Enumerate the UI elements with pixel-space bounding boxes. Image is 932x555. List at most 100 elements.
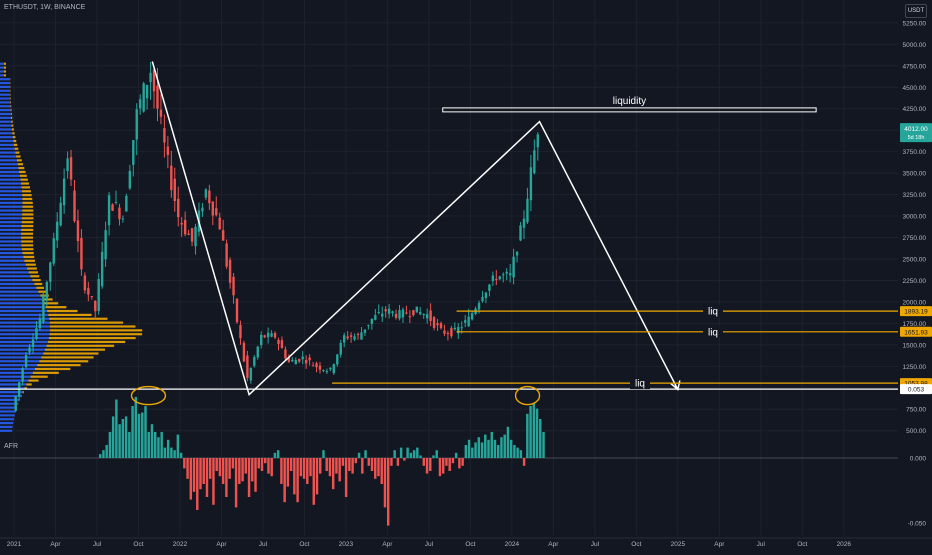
candle-body <box>236 299 238 322</box>
volume-profile-bar-orange <box>14 144 17 146</box>
candle-body <box>295 360 297 364</box>
volume-profile-bar-orange <box>21 229 33 231</box>
afr-bar <box>332 458 334 489</box>
afr-bar <box>303 458 305 479</box>
volume-profile-bar-orange <box>46 306 67 308</box>
volume-profile-bar-blue <box>0 260 24 262</box>
candle-body <box>260 335 262 345</box>
volume-profile-bar-orange <box>4 63 6 65</box>
volume-profile-bar-orange <box>45 349 105 351</box>
candle-body <box>329 368 331 370</box>
volume-profile-bar-orange <box>21 233 33 235</box>
afr-bar <box>342 458 344 466</box>
volume-profile-bar-orange <box>34 283 42 285</box>
volume-profile-bar-blue <box>0 426 13 428</box>
volume-profile-bar-blue <box>0 121 11 123</box>
volume-profile-bar-blue <box>0 97 10 99</box>
volume-profile-bar-blue <box>0 90 10 92</box>
afr-bar <box>494 440 496 458</box>
volume-profile-bar-orange <box>50 333 143 335</box>
volume-profile-bar-orange <box>41 356 93 358</box>
afr-bar <box>491 432 493 458</box>
afr-bar <box>235 458 237 507</box>
volume-profile-bar-orange <box>10 97 11 99</box>
volume-profile-bar-blue <box>0 233 21 235</box>
x-tick-label: 2023 <box>339 541 354 548</box>
volume-profile-bar-orange <box>22 194 31 196</box>
candle-body <box>512 257 514 278</box>
candle-body <box>53 238 55 263</box>
volume-profile-bar-blue <box>0 240 21 242</box>
x-tick-label: Jul <box>591 541 600 548</box>
candle-body <box>184 220 186 234</box>
afr-bar <box>225 458 227 497</box>
volume-profile-bar-orange <box>4 67 6 69</box>
candle-body <box>312 365 314 366</box>
candle-body <box>353 336 355 339</box>
volume-profile-bar-blue <box>0 395 21 397</box>
volume-profile-bar-blue <box>0 186 22 188</box>
volume-profile-bar-blue <box>0 318 49 320</box>
afr-bar <box>325 458 327 471</box>
volume-profile-bar-blue <box>0 275 30 277</box>
candle-body <box>443 330 445 333</box>
candle-body <box>25 355 27 367</box>
afr-bar <box>497 445 499 458</box>
volume-profile-bar-orange <box>38 291 46 293</box>
volume-profile-bar-orange <box>21 237 33 239</box>
candle-body <box>298 359 300 361</box>
volume-profile-bar-blue <box>0 159 17 161</box>
x-tick-label: 2021 <box>7 541 22 548</box>
afr-bar <box>368 458 370 466</box>
liq-label: liq <box>708 327 718 338</box>
y-tick-label: 4500.00 <box>903 85 927 92</box>
candle-body <box>104 230 106 259</box>
candle-body <box>502 274 504 275</box>
afr-bar <box>377 458 379 476</box>
afr-bar <box>219 458 221 476</box>
candle-body <box>395 314 397 318</box>
candle-body <box>222 230 224 240</box>
candle-body <box>142 83 144 111</box>
volume-profile-bar-orange <box>22 190 31 192</box>
candle-body <box>436 323 438 325</box>
candle-body <box>163 128 165 142</box>
volume-profile-bar-orange <box>28 379 38 381</box>
volume-profile-bar-blue <box>0 117 11 119</box>
volume-profile-bar-blue <box>0 132 12 134</box>
volume-profile-bar-orange <box>23 252 34 254</box>
volume-profile-bar-blue <box>0 376 31 378</box>
x-tick-label: Jul <box>93 541 102 548</box>
currency-button[interactable]: USDT <box>905 4 927 18</box>
x-tick-label: Jul <box>259 541 268 548</box>
x-tick-label: Apr <box>382 541 393 548</box>
countdown-text: 5d 18h <box>908 135 925 141</box>
afr-bar <box>238 458 240 484</box>
afr-bar <box>526 414 528 458</box>
afr-bar <box>384 458 386 507</box>
candle-body <box>467 317 469 327</box>
afr-bar <box>516 448 518 458</box>
afr-bar <box>393 450 395 458</box>
afr-bar <box>536 409 538 458</box>
volume-profile-bar-orange <box>15 148 19 150</box>
candle-body <box>391 311 393 313</box>
afr-bar <box>403 458 405 461</box>
x-tick-label: Apr <box>216 541 227 548</box>
candle-body <box>219 218 221 230</box>
volume-profile-bar-orange <box>20 175 27 177</box>
candle-body <box>201 208 203 212</box>
volume-profile-bar-blue <box>0 152 15 154</box>
candle-body <box>267 333 269 337</box>
afr-bar <box>507 427 509 458</box>
afr-bar <box>419 455 421 458</box>
y-tick-label: 1250.00 <box>903 364 927 371</box>
volume-profile-bar-blue <box>0 302 44 304</box>
volume-profile-bar-blue <box>0 252 23 254</box>
y-tick-label: 2250.00 <box>903 278 927 285</box>
candle-body <box>340 343 342 355</box>
volume-profile-bar-orange <box>47 345 115 347</box>
candle-body <box>239 325 241 338</box>
